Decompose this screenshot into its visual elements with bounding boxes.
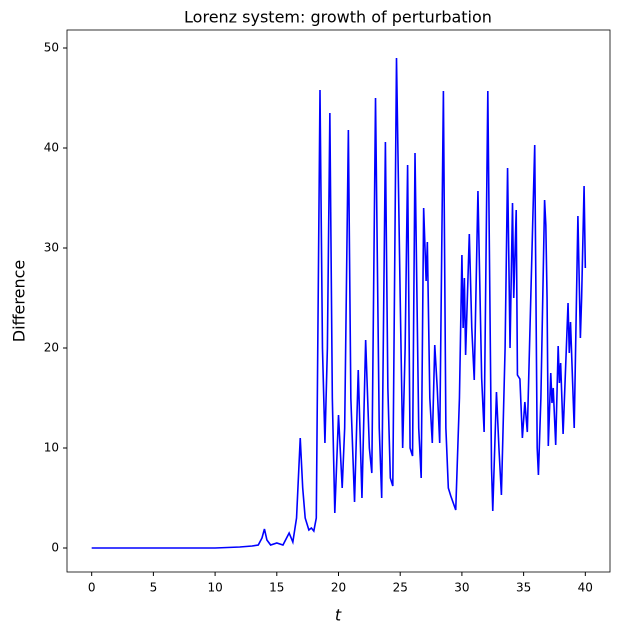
y-tick-label: 40 xyxy=(44,141,59,155)
x-tick-label: 0 xyxy=(88,581,96,595)
y-tick-label: 30 xyxy=(44,241,59,255)
x-tick-label: 10 xyxy=(207,581,222,595)
data-line xyxy=(91,57,587,549)
y-tick-label: 50 xyxy=(44,41,59,55)
x-tick-label: 40 xyxy=(578,581,593,595)
x-tick-label: 35 xyxy=(516,581,531,595)
chart-title: Lorenz system: growth of perturbation xyxy=(184,8,492,27)
y-tick-label: 0 xyxy=(51,541,59,555)
x-tick-label: 5 xyxy=(150,581,158,595)
y-axis-label: Difference xyxy=(10,260,29,342)
plot-frame xyxy=(66,29,611,573)
y-tick-label: 20 xyxy=(44,341,59,355)
x-tick-label: 25 xyxy=(393,581,408,595)
x-tick-label: 15 xyxy=(269,581,284,595)
x-axis-label: t xyxy=(335,606,342,625)
x-tick-label: 30 xyxy=(454,581,469,595)
x-tick-label: 20 xyxy=(331,581,346,595)
y-tick-label: 10 xyxy=(44,441,59,455)
